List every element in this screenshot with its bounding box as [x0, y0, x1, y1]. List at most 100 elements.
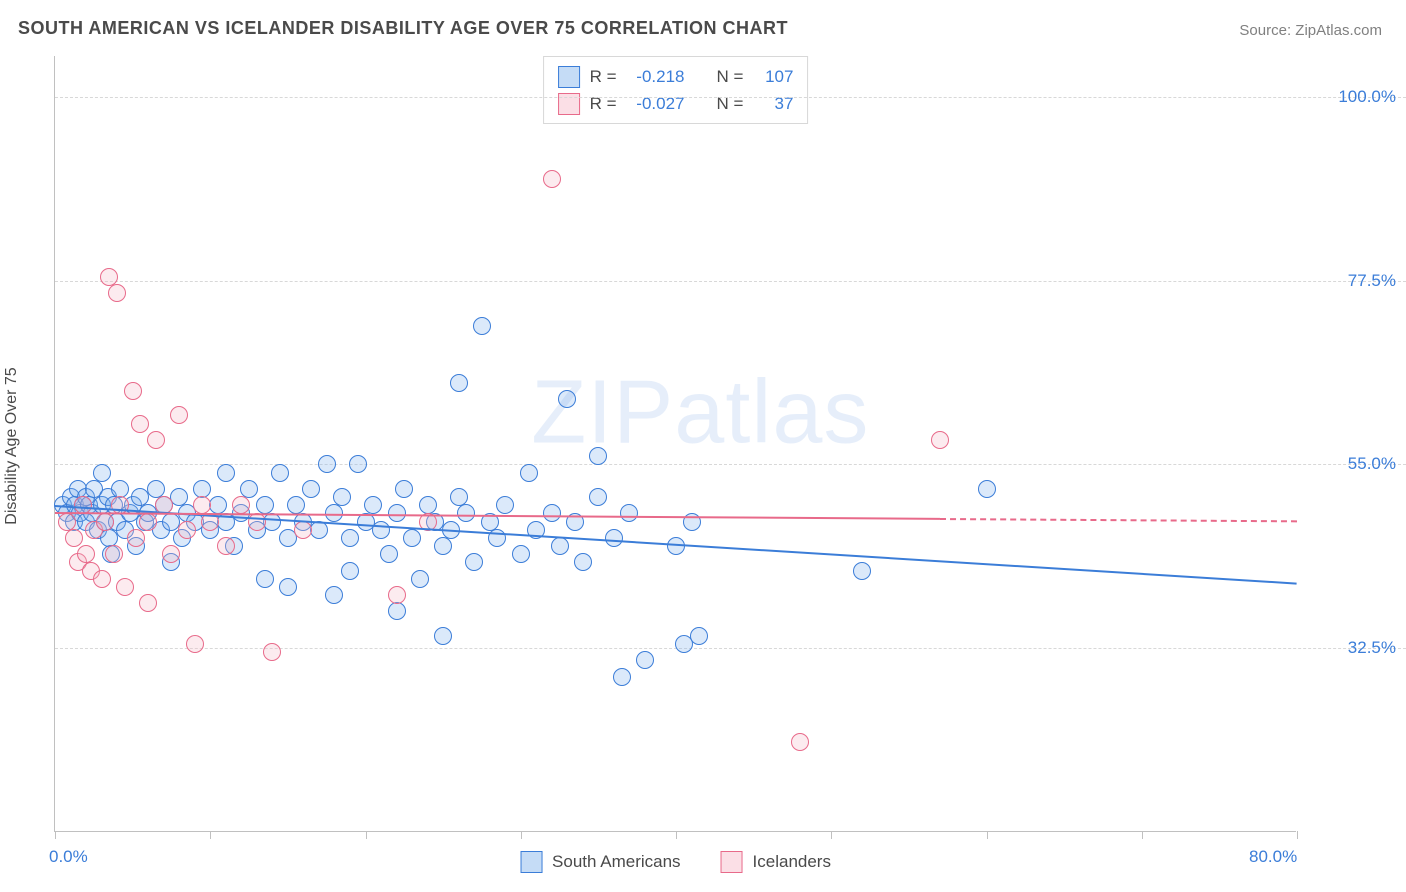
data-point-icelander [931, 431, 949, 449]
legend-swatch [721, 851, 743, 873]
data-point-south-american [620, 504, 638, 522]
data-point-south-american [574, 553, 592, 571]
data-point-south-american [450, 488, 468, 506]
data-point-south-american [93, 464, 111, 482]
watermark: ZIPatlas [531, 361, 869, 464]
x-tick [366, 831, 367, 839]
data-point-south-american [473, 317, 491, 335]
data-point-south-american [147, 480, 165, 498]
data-point-icelander [139, 513, 157, 531]
y-tick-label: 100.0% [1306, 87, 1396, 107]
data-point-icelander [131, 415, 149, 433]
data-point-icelander [263, 643, 281, 661]
data-point-south-american [636, 651, 654, 669]
data-point-south-american [419, 496, 437, 514]
gridline-horizontal [55, 648, 1406, 649]
data-point-south-american [496, 496, 514, 514]
data-point-icelander [96, 513, 114, 531]
data-point-icelander [93, 570, 111, 588]
data-point-south-american [341, 562, 359, 580]
legend-r-label: R = [590, 63, 617, 90]
data-point-south-american [434, 627, 452, 645]
data-point-icelander [147, 431, 165, 449]
y-tick-label: 32.5% [1306, 638, 1396, 658]
data-point-south-american [271, 464, 289, 482]
x-tick [210, 831, 211, 839]
legend-correlation-row: R =-0.027N =37 [558, 90, 794, 117]
data-point-icelander [388, 586, 406, 604]
data-point-icelander [232, 496, 250, 514]
data-point-icelander [100, 268, 118, 286]
x-tick [987, 831, 988, 839]
data-point-south-american [558, 390, 576, 408]
x-tick-label: 80.0% [1249, 847, 1297, 867]
data-point-icelander [543, 170, 561, 188]
data-point-south-american [240, 480, 258, 498]
y-axis-label: Disability Age Over 75 [3, 367, 21, 524]
legend-r-value: -0.027 [627, 90, 685, 117]
data-point-south-american [457, 504, 475, 522]
legend-n-label: N = [717, 63, 744, 90]
data-point-south-american [395, 480, 413, 498]
data-point-icelander [139, 594, 157, 612]
y-tick-label: 77.5% [1306, 271, 1396, 291]
data-point-south-american [380, 545, 398, 563]
data-point-icelander [124, 382, 142, 400]
data-point-icelander [162, 545, 180, 563]
data-point-south-american [209, 496, 227, 514]
legend-swatch [558, 66, 580, 88]
data-point-south-american [551, 537, 569, 555]
data-point-icelander [58, 513, 76, 531]
chart-title: SOUTH AMERICAN VS ICELANDER DISABILITY A… [18, 18, 788, 39]
x-tick [831, 831, 832, 839]
plot-area: ZIPatlas R =-0.218N =107R =-0.027N =37 S… [54, 56, 1296, 832]
legend-series-item: Icelanders [721, 851, 831, 873]
data-point-icelander [127, 529, 145, 547]
data-point-south-american [613, 668, 631, 686]
source-link[interactable]: ZipAtlas.com [1295, 22, 1382, 39]
data-point-south-american [349, 455, 367, 473]
source-attribution: Source: ZipAtlas.com [1239, 22, 1382, 39]
data-point-south-american [403, 529, 421, 547]
data-point-icelander [294, 521, 312, 539]
x-tick [1142, 831, 1143, 839]
gridline-horizontal [55, 281, 1406, 282]
data-point-south-american [589, 488, 607, 506]
data-point-icelander [791, 733, 809, 751]
legend-series-item: South Americans [520, 851, 681, 873]
legend-correlation-row: R =-0.218N =107 [558, 63, 794, 90]
data-point-south-american [520, 464, 538, 482]
legend-n-value: 37 [753, 90, 793, 117]
data-point-south-american [341, 529, 359, 547]
data-point-icelander [105, 545, 123, 563]
data-point-south-american [364, 496, 382, 514]
legend-series: South Americans Icelanders [520, 851, 831, 873]
legend-correlation-box: R =-0.218N =107R =-0.027N =37 [543, 56, 809, 124]
data-point-icelander [217, 537, 235, 555]
trend-line-dashed-icelander [940, 518, 1297, 522]
data-point-south-american [287, 496, 305, 514]
data-point-south-american [256, 570, 274, 588]
data-point-south-american [279, 578, 297, 596]
data-point-south-american [388, 602, 406, 620]
source-prefix: Source: [1239, 22, 1295, 39]
legend-series-label: South Americans [552, 852, 681, 872]
data-point-south-american [333, 488, 351, 506]
data-point-icelander [170, 406, 188, 424]
data-point-south-american [543, 504, 561, 522]
data-point-south-american [605, 529, 623, 547]
x-tick [1297, 831, 1298, 839]
y-tick-label: 55.0% [1306, 454, 1396, 474]
legend-n-label: N = [717, 90, 744, 117]
x-tick [676, 831, 677, 839]
legend-n-value: 107 [753, 63, 793, 90]
data-point-south-american [217, 464, 235, 482]
data-point-icelander [108, 284, 126, 302]
data-point-icelander [178, 521, 196, 539]
data-point-icelander [186, 635, 204, 653]
data-point-south-american [325, 586, 343, 604]
data-point-south-american [512, 545, 530, 563]
data-point-south-american [465, 553, 483, 571]
data-point-south-american [411, 570, 429, 588]
x-tick-label: 0.0% [49, 847, 88, 867]
